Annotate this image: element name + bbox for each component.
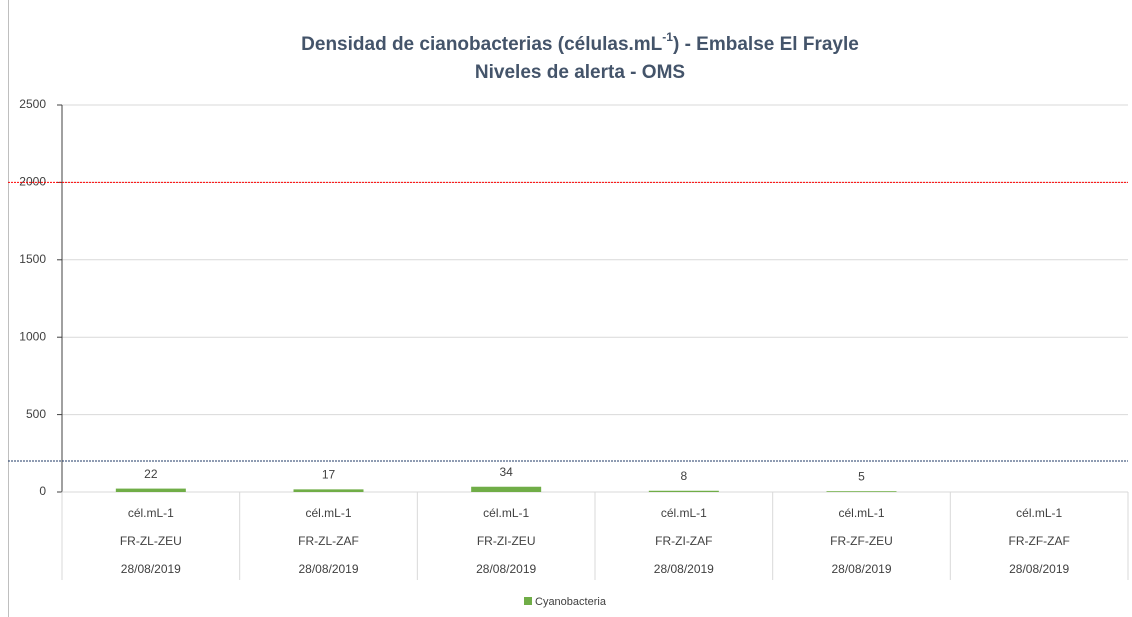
x-tick-label: FR-ZL-ZEU [120,534,182,548]
y-tick-label: 1000 [19,329,46,343]
x-tick-label: cél.mL-1 [661,506,707,520]
y-tick-label: 2000 [19,175,46,189]
chart-subtitle: Niveles de alerta - OMS [475,62,685,83]
y-tick-label: 2500 [19,97,46,111]
x-tick-label: 28/08/2019 [476,562,536,576]
chart-frame [8,0,1132,617]
x-tick-label: FR-ZF-ZEU [830,534,893,548]
title-part: Densidad de cianobacterias (células.mL [301,34,663,55]
x-tick-label: 28/08/2019 [121,562,181,576]
data-label: 22 [144,467,158,481]
chart-title: Densidad de cianobacterias (células.mL-1… [301,30,859,55]
x-tick-label: cél.mL-1 [838,506,884,520]
bar [648,490,719,492]
legend-swatch [524,597,532,605]
bar [293,489,364,492]
legend-label: Cyanobacteria [535,596,607,608]
y-tick-label: 1500 [19,252,46,266]
x-tick-label: FR-ZI-ZAF [655,534,712,548]
x-tick-label: cél.mL-1 [1016,506,1062,520]
x-tick-label: cél.mL-1 [305,506,351,520]
x-tick-label: 28/08/2019 [1009,562,1069,576]
y-tick-label: 500 [26,407,46,421]
x-tick-label: FR-ZI-ZEU [477,534,536,548]
x-tick-label: FR-ZF-ZAF [1009,534,1070,548]
x-tick-label: FR-ZL-ZAF [298,534,359,548]
title-part: ) - Embalse El Frayle [673,34,859,55]
x-tick-label: cél.mL-1 [128,506,174,520]
x-tick-label: 28/08/2019 [298,562,358,576]
data-label: 5 [858,469,865,483]
bar [826,491,897,492]
x-tick-label: 28/08/2019 [654,562,714,576]
title-superscript: -1 [662,30,673,44]
data-label: 8 [680,469,687,483]
data-label: 17 [322,468,336,482]
x-tick-label: cél.mL-1 [483,506,529,520]
data-label: 34 [499,465,513,479]
y-tick-label: 0 [39,484,46,498]
bar [115,488,186,492]
x-tick-label: 28/08/2019 [831,562,891,576]
bar [471,486,542,492]
